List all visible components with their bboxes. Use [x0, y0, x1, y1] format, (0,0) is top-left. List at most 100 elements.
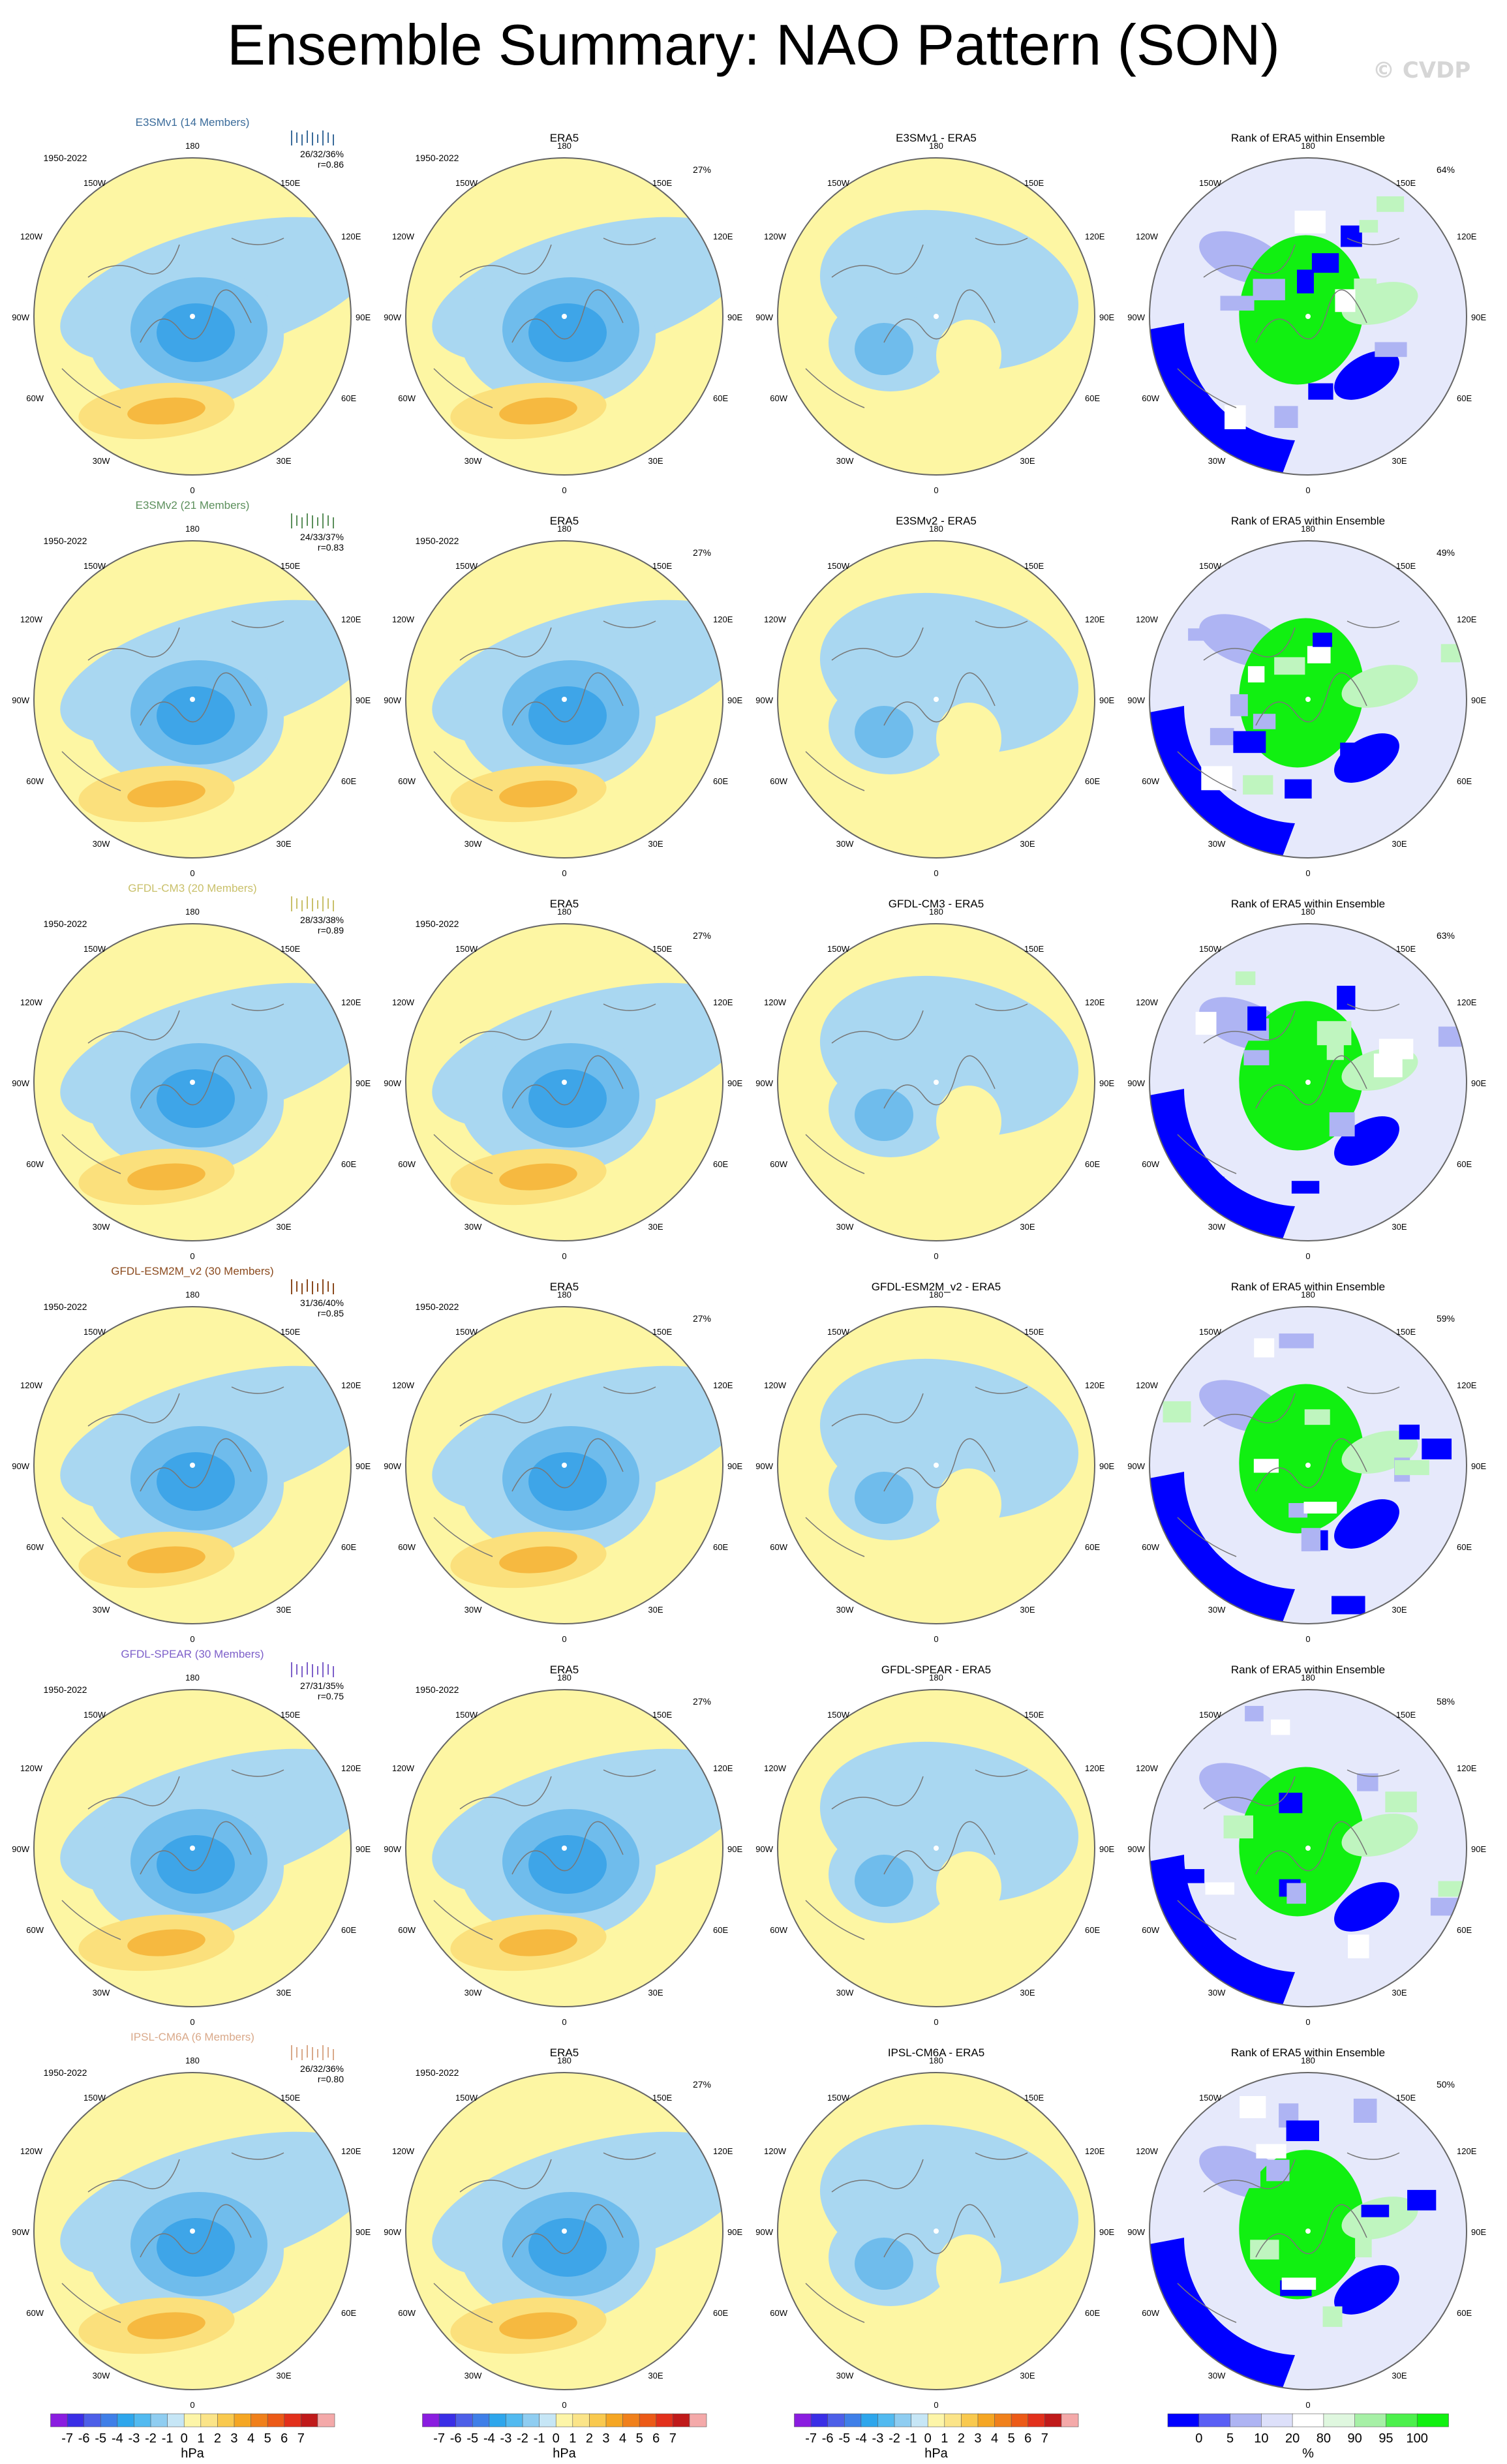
colorbar-swatch: [894, 2413, 912, 2427]
longitude-label: 60E: [1457, 776, 1472, 786]
map-field: [34, 2073, 351, 2390]
rank-cell: [1430, 1898, 1465, 1916]
pattern-correlation: r=0.83: [318, 542, 344, 553]
longitude-label: 60E: [1457, 1159, 1472, 1169]
longitude-label: 0: [934, 2017, 938, 2027]
map-border: [777, 540, 1095, 859]
longitude-label: 120W: [764, 1380, 787, 1390]
longitude-label: 120W: [764, 232, 787, 241]
longitude-label: 120E: [1085, 1763, 1105, 1773]
colorbar-swatch: [301, 2413, 318, 2427]
map-border: [33, 540, 352, 859]
contour-region: [499, 1163, 577, 1191]
north-pole-marker: [562, 1463, 567, 1468]
longitude-label: 30E: [276, 1605, 291, 1615]
rank-cell: [1313, 632, 1332, 647]
longitude-label: 90E: [727, 1078, 742, 1088]
contour-region: [127, 1546, 206, 1574]
longitude-label: 30E: [1392, 1988, 1407, 1998]
longitude-label: 120E: [1085, 615, 1105, 624]
north-pole-marker: [1305, 697, 1311, 702]
contour-region: [157, 303, 235, 362]
longitude-label: 60W: [770, 1542, 787, 1552]
coastline: [805, 1386, 1028, 1557]
colorbar-swatch: [877, 2413, 895, 2427]
longitude-label: 30E: [276, 2371, 291, 2380]
coastline: [433, 237, 656, 408]
longitude-label: 30E: [1392, 1605, 1407, 1615]
contour-region: [1341, 665, 1418, 708]
panel-row: GFDL-SPEAR (30 Members) 1950-2022 27/31/35…: [12, 1648, 1486, 2027]
longitude-label: 120E: [341, 1763, 361, 1773]
longitude-label: 150E: [1396, 561, 1416, 571]
contour-region: [528, 1835, 607, 1894]
colorbar-tick-label: 0: [924, 2431, 932, 2446]
longitude-label: 120W: [764, 2146, 787, 2156]
period-label: 1950-2022: [44, 919, 87, 929]
colorbar-tick-label: -2: [145, 2431, 157, 2446]
colorbar-tick-label: 1: [197, 2431, 204, 2446]
longitude-label: 0: [1305, 1251, 1310, 1261]
north-pole-marker: [190, 1463, 195, 1468]
longitude-label: 0: [562, 2017, 566, 2027]
longitude-label: 90E: [356, 1461, 371, 1471]
longitude-label: 60E: [341, 776, 356, 786]
contour-region: [855, 323, 913, 375]
longitude-label: 120W: [20, 1763, 43, 1773]
longitude-label: 150E: [1396, 1710, 1416, 1720]
contour-region: [528, 1069, 607, 1128]
north-pole-marker: [190, 2228, 195, 2234]
colorbar-tick-label: 5: [264, 2431, 271, 2446]
rank-cell: [1359, 220, 1378, 233]
longitude-label: 30W: [836, 1988, 854, 1998]
rank-cell: [1247, 1006, 1266, 1031]
longitude-label: 30W: [836, 456, 854, 466]
map-border: [1149, 2072, 1467, 2390]
rank-cell: [1233, 731, 1266, 753]
rank-cell: [1253, 279, 1285, 301]
obs-title: ERA5: [550, 898, 579, 910]
north-pole-marker: [562, 2228, 567, 2234]
colorbar-swatch: [438, 2413, 457, 2427]
north-pole-marker: [190, 314, 195, 319]
longitude-label: 120E: [1085, 1380, 1105, 1390]
longitude-label: 150W: [455, 561, 478, 571]
north-pole-marker: [562, 1080, 567, 1085]
model-title: GFDL-CM3 (20 Members): [128, 882, 256, 894]
colorbar-tick-label: 7: [297, 2431, 305, 2446]
longitude-label: 30E: [1392, 1222, 1407, 1232]
colorbar-swatch: [589, 2413, 607, 2427]
map-field: [778, 2073, 1095, 2390]
longitude-label: 180: [557, 524, 571, 534]
longitude-label: 90E: [727, 312, 742, 322]
colorbar-swatch: [961, 2413, 979, 2427]
map-field: [34, 158, 351, 475]
longitude-label: 120E: [341, 615, 361, 624]
pattern-correlation: r=0.75: [318, 1691, 344, 1701]
longitude-label: 30E: [1392, 456, 1407, 466]
colorbar-tick-label: 3: [230, 2431, 237, 2446]
colorbar-tick-label: 95: [1378, 2431, 1393, 2446]
longitude-label: 150E: [652, 178, 673, 188]
map-border: [1149, 157, 1467, 476]
rank-colorbar: 0 5 10 20 80 90 95 100%: [1167, 2413, 1449, 2461]
obs-title: ERA5: [550, 2046, 579, 2059]
map-border: [1149, 1689, 1467, 2007]
colorbar-tick-label: -3: [500, 2431, 512, 2446]
longitude-label: 180: [929, 907, 943, 917]
colorbar-swatch: [1011, 2413, 1029, 2427]
longitude-label: 0: [934, 1634, 938, 1644]
colorbar-tick-label: 0: [181, 2431, 188, 2446]
rank-title: Rank of ERA5 within Ensemble: [1231, 515, 1385, 527]
contour-region: [855, 706, 913, 758]
map-field: [34, 1690, 351, 2007]
longitude-label: 180: [185, 907, 200, 917]
coastline: [61, 1003, 284, 1174]
longitude-label: 90E: [1099, 1461, 1114, 1471]
colorbar-swatch: [183, 2413, 202, 2427]
longitude-label: 150E: [652, 2093, 673, 2103]
longitude-label: 90E: [727, 1844, 742, 1854]
colorbar-swatch: [1261, 2413, 1293, 2427]
colorbar-tick-label: -4: [112, 2431, 123, 2446]
colorbar-tick-label: -6: [78, 2431, 90, 2446]
